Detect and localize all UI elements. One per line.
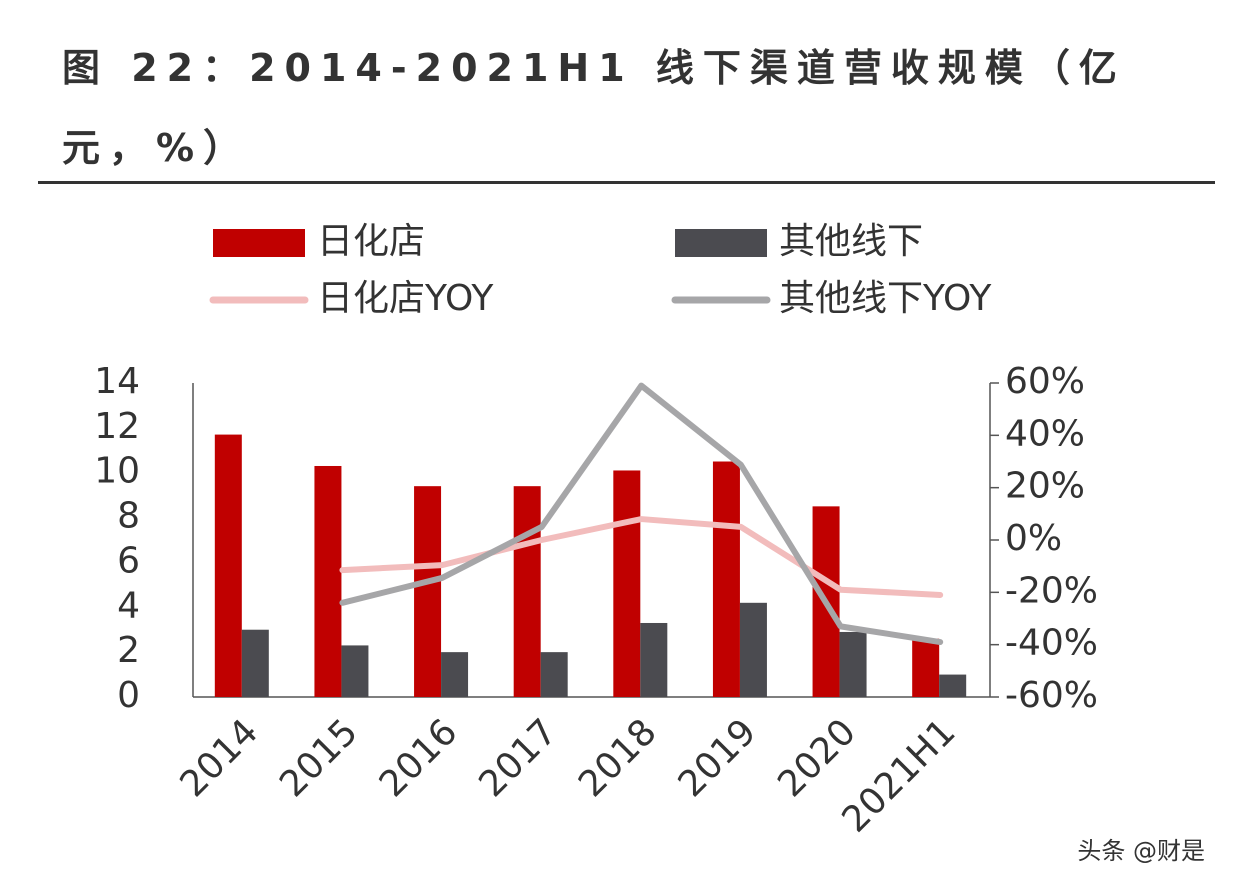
y-tick-label: 0	[117, 675, 140, 716]
bar	[912, 638, 940, 697]
bar	[640, 622, 668, 697]
y2-tick-label: 0%	[1005, 518, 1062, 559]
bar	[739, 602, 767, 697]
bar	[441, 652, 469, 697]
x-tick-label: 2016	[372, 711, 466, 805]
y-tick-label: 10	[94, 451, 140, 492]
x-tick-label: 2020	[770, 711, 864, 805]
bar	[839, 631, 867, 697]
x-tick-label: 2019	[671, 711, 765, 805]
y-tick-label: 2	[117, 630, 140, 671]
legend-label: 日化店YOY	[317, 278, 494, 319]
y2-tick-label: -60%	[1005, 675, 1098, 716]
bar	[540, 652, 568, 697]
legend-label: 日化店	[317, 221, 425, 262]
watermark: 头条 @财是	[1077, 837, 1205, 865]
y2-tick-label: -40%	[1005, 623, 1098, 664]
bar	[314, 465, 342, 697]
title-rule	[38, 181, 1215, 184]
line	[339, 516, 944, 598]
bar	[712, 461, 740, 697]
y2-tick-label: 20%	[1005, 466, 1085, 507]
y-tick-label: 6	[117, 540, 140, 581]
x-tick-label: 2018	[571, 711, 665, 805]
legend-label: 其他线下	[779, 221, 923, 262]
bar	[513, 486, 541, 697]
y-tick-label: 14	[94, 361, 140, 402]
legend-label: 其他线下YOY	[779, 278, 992, 319]
legend-swatch	[675, 229, 767, 257]
y2-tick-label: -20%	[1005, 570, 1098, 611]
y2-tick-label: 60%	[1005, 361, 1085, 402]
bar	[613, 470, 641, 697]
bar	[414, 486, 442, 697]
x-tick-label: 2014	[172, 711, 266, 805]
legend-swatch	[213, 229, 305, 257]
y2-tick-label: 40%	[1005, 413, 1085, 454]
y-tick-label: 12	[94, 406, 140, 447]
bar	[939, 674, 967, 697]
y-tick-label: 8	[117, 496, 140, 537]
bar	[341, 645, 369, 697]
y-tick-label: 4	[117, 585, 140, 626]
x-tick-label: 2015	[272, 711, 366, 805]
bar	[214, 434, 242, 697]
bar	[241, 629, 269, 697]
x-tick-label: 2017	[471, 711, 565, 805]
chart-title: 图 22：2014-2021H1 线下渠道营收规模（亿元，%）	[62, 46, 1126, 170]
line	[339, 382, 944, 646]
